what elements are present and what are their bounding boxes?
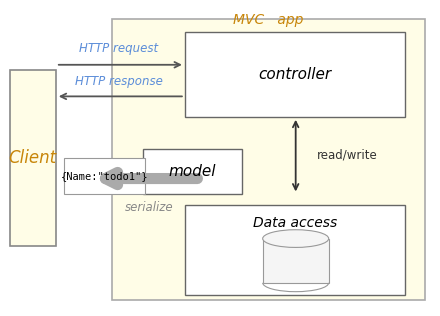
Text: MVC   app: MVC app [233, 13, 304, 27]
Text: {Name:"todo1"}: {Name:"todo1"} [61, 171, 148, 181]
Text: HTTP request: HTTP request [79, 42, 158, 55]
Bar [263, 239, 329, 283]
Bar [185, 205, 405, 295]
Text: read/write: read/write [317, 149, 378, 162]
Bar [112, 19, 425, 300]
Text: Client: Client [8, 149, 57, 167]
Bar [64, 158, 145, 194]
Text: model: model [169, 164, 216, 179]
Bar [185, 32, 405, 117]
Text: HTTP response: HTTP response [75, 75, 163, 88]
Ellipse shape [263, 230, 329, 247]
Bar [10, 70, 56, 246]
Text: Data access
layer: Data access layer [253, 216, 337, 246]
Text: controller: controller [258, 67, 331, 82]
Text: serialize: serialize [125, 201, 174, 214]
Bar [143, 149, 242, 194]
